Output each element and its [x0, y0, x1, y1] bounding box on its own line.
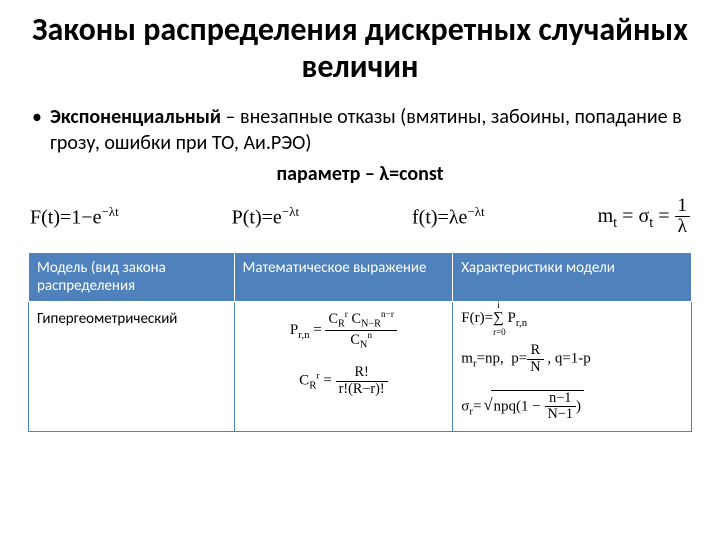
exp-P: P(t)=e−λt: [232, 204, 299, 230]
cr-formula: CRr = R! r!(R−r)!: [299, 365, 387, 397]
th-model: Модель (вид закона распределения: [29, 253, 235, 302]
exp-bullet: Экспоненциальный – внезапные отказы (вмя…: [28, 104, 692, 156]
fr-formula: F(r)=i∑r=0 Pr,n: [461, 310, 527, 329]
mr-formula: mr=np, p=RN , q=1-p: [461, 343, 590, 375]
exp-name: Экспоненциальный: [50, 105, 221, 129]
prn-formula: Pr,n = CRr CN−Rn−r CNn: [290, 310, 397, 351]
exp-f: f(t)=λe−λt: [412, 204, 485, 230]
slide-title: Законы распределения дискретных случайны…: [28, 12, 692, 86]
exp-param: параметр – λ=const: [28, 162, 692, 186]
cell-model: Гипергеометрический: [29, 302, 235, 432]
sigma-formula: σr=npq(1 − n−1N−1): [461, 390, 584, 423]
exp-mt: mt = σt = 1λ: [598, 196, 690, 239]
exp-F: F(t)=1−e−λt: [30, 204, 119, 230]
exp-formulas: F(t)=1−e−λt P(t)=e−λt f(t)=λe−λt mt = σt…: [28, 196, 692, 239]
table-row: Гипергеометрический Pr,n = CRr CN−Rn−r: [29, 302, 692, 432]
th-math: Математическое выражение: [234, 253, 453, 302]
hypergeom-table: Модель (вид закона распределения Математ…: [28, 252, 692, 432]
cell-char: F(r)=i∑r=0 Pr,n mr=np, p=RN , q=1-p σr=n…: [453, 302, 692, 432]
cell-math: Pr,n = CRr CN−Rn−r CNn: [234, 302, 453, 432]
th-char: Характеристики модели: [453, 253, 692, 302]
